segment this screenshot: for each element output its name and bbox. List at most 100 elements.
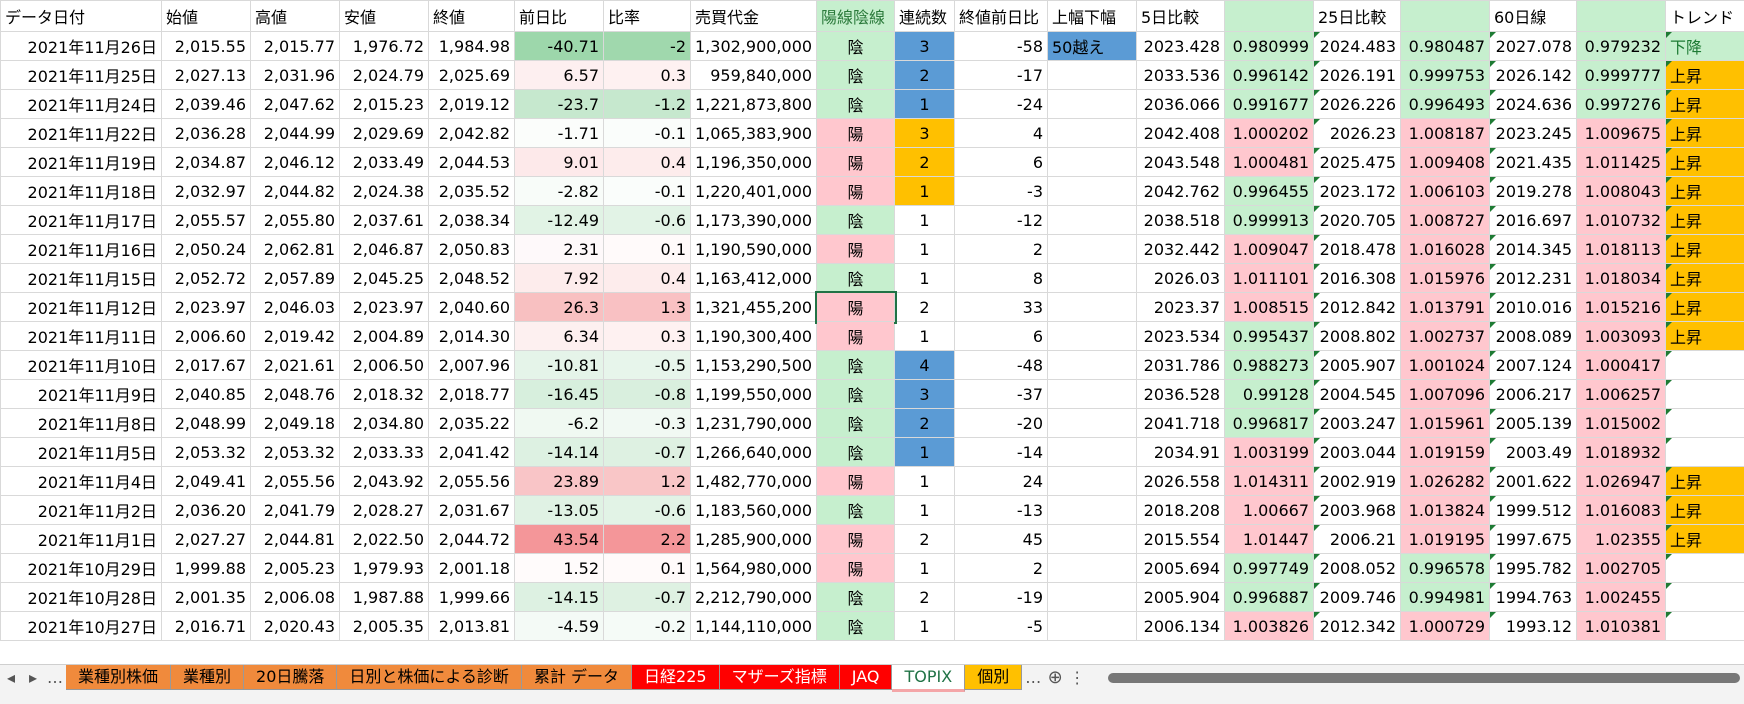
cell: 2015.554 — [1137, 525, 1225, 554]
cell: 陰 — [817, 32, 895, 61]
cell: 2021.435 — [1490, 148, 1577, 177]
cell: -2 — [604, 32, 691, 61]
cell: 2 — [895, 525, 955, 554]
cell: 0.1 — [604, 235, 691, 264]
cell: 1.52 — [515, 554, 604, 583]
splitter[interactable]: ⋮ — [1066, 665, 1088, 691]
add-sheet[interactable]: ⊕ — [1044, 665, 1066, 691]
cell: 2021年11月11日 — [1, 322, 162, 351]
sheet-tab[interactable]: JAQ — [840, 665, 893, 690]
tab-scroll-next[interactable]: ▸ — [22, 665, 44, 691]
cell: 1,173,390,000 — [691, 206, 817, 235]
tab-more-right[interactable]: … — [1022, 665, 1044, 691]
cell: 上昇 — [1666, 235, 1744, 264]
cell: 1 — [895, 612, 955, 641]
cell: 2023.428 — [1137, 32, 1225, 61]
cell: 2042.762 — [1137, 177, 1225, 206]
cell: 2005.907 — [1314, 351, 1401, 380]
cell: 1.000202 — [1225, 119, 1314, 148]
cell: 24 — [955, 467, 1048, 496]
cell: 2,024.79 — [340, 61, 429, 90]
cell: 2004.545 — [1314, 380, 1401, 409]
cell: 2021年11月26日 — [1, 32, 162, 61]
cell: 2,044.82 — [251, 177, 340, 206]
sheet-tab[interactable]: 業種別 — [171, 665, 244, 690]
column-header: 売買代金 — [691, 1, 817, 32]
cell: 1.015961 — [1401, 409, 1490, 438]
cell — [1048, 61, 1137, 90]
cell: 0.995437 — [1225, 322, 1314, 351]
cell: 2018.478 — [1314, 235, 1401, 264]
cell: 959,840,000 — [691, 61, 817, 90]
cell: 陽 — [817, 177, 895, 206]
cell: 2003.968 — [1314, 496, 1401, 525]
cell: 2008.802 — [1314, 322, 1401, 351]
cell: 2,017.67 — [162, 351, 251, 380]
cell: 2024.483 — [1314, 32, 1401, 61]
tab-scroll-prev[interactable]: ◂ — [0, 665, 22, 691]
cell: 2,006.50 — [340, 351, 429, 380]
sheet-tab[interactable]: 個別 — [965, 665, 1022, 690]
cell: 1,285,900,000 — [691, 525, 817, 554]
tab-more[interactable]: … — [44, 665, 66, 691]
cell — [1048, 206, 1137, 235]
cell: 2007.124 — [1490, 351, 1577, 380]
cell: 2021年11月15日 — [1, 264, 162, 293]
cell: 上昇 — [1666, 525, 1744, 554]
sheet-tab[interactable]: 業種別株価 — [66, 665, 171, 690]
cell: 1.00667 — [1225, 496, 1314, 525]
cell: 1.013824 — [1401, 496, 1490, 525]
cell: 1,984.98 — [429, 32, 515, 61]
cell — [1666, 612, 1744, 641]
cell: 1.011101 — [1225, 264, 1314, 293]
cell: 1.01447 — [1225, 525, 1314, 554]
cell — [1048, 90, 1137, 119]
cell: 2021年11月9日 — [1, 380, 162, 409]
cell: 1993.12 — [1490, 612, 1577, 641]
cell: 1.015002 — [1577, 409, 1666, 438]
cell: 1 — [895, 467, 955, 496]
horizontal-scrollbar[interactable] — [1108, 673, 1740, 683]
cell[interactable]: 陽 — [817, 293, 895, 322]
cell: 2036.528 — [1137, 380, 1225, 409]
cell: 1,564,980,000 — [691, 554, 817, 583]
sheet-tab[interactable]: TOPIX — [892, 665, 965, 692]
cell: 2034.91 — [1137, 438, 1225, 467]
sheet-tab[interactable]: 日別と株価による診断 — [337, 665, 522, 690]
cell: -17 — [955, 61, 1048, 90]
cell: -37 — [955, 380, 1048, 409]
cell: 3 — [895, 119, 955, 148]
cell: -12.49 — [515, 206, 604, 235]
cell: -5 — [955, 612, 1048, 641]
cell: -0.1 — [604, 177, 691, 206]
cell: 2,034.80 — [340, 409, 429, 438]
cell: 2005.904 — [1137, 583, 1225, 612]
cell: 陰 — [817, 438, 895, 467]
sheet-tab[interactable]: 日経225 — [632, 665, 720, 690]
column-header: 安値 — [340, 1, 429, 32]
sheet-tab[interactable]: 累計 データ — [522, 665, 632, 690]
sheet-tab[interactable]: マザーズ指標 — [720, 665, 840, 690]
cell: 1,482,770,000 — [691, 467, 817, 496]
column-header — [1401, 1, 1490, 32]
cell: 0.999753 — [1401, 61, 1490, 90]
cell: 0.4 — [604, 264, 691, 293]
cell: 2,047.62 — [251, 90, 340, 119]
cell: 2021年11月12日 — [1, 293, 162, 322]
cell: 6 — [955, 148, 1048, 177]
cell: 陽 — [817, 525, 895, 554]
sheet-tab[interactable]: 20日騰落 — [244, 665, 337, 690]
cell: 2003.49 — [1490, 438, 1577, 467]
cell: 陰 — [817, 351, 895, 380]
cell: 2,028.27 — [340, 496, 429, 525]
cell: -6.2 — [515, 409, 604, 438]
cell: 2012.842 — [1314, 293, 1401, 322]
cell: 3 — [895, 32, 955, 61]
